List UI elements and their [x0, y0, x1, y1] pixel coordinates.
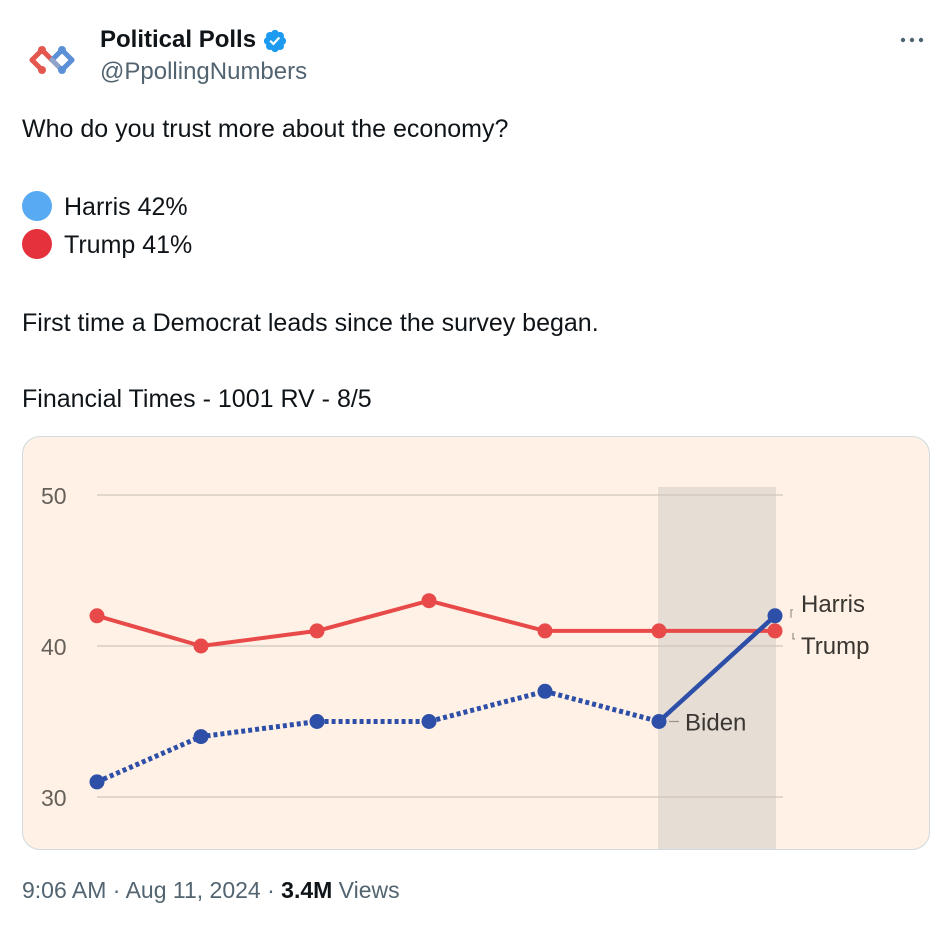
biden-series-label: Biden	[685, 710, 746, 737]
chart-image[interactable]: 50 40 30 Harris Trump Biden	[22, 436, 930, 850]
tweet-text-question: Who do you trust more about the economy?	[22, 115, 509, 143]
tweet-date[interactable]: Aug 11, 2024	[125, 877, 261, 903]
harris-result: Harris 42%	[64, 193, 188, 221]
tweet-footer: 9:06 AM · Aug 11, 2024 · 3.4M Views	[22, 874, 400, 906]
harris-point	[767, 608, 783, 624]
political-polls-logo-icon	[29, 46, 75, 74]
biden-point	[309, 714, 325, 729]
views-count[interactable]: 3.4M	[281, 877, 333, 903]
trump-point	[421, 593, 437, 609]
trump-point	[651, 623, 667, 639]
biden-point	[89, 774, 105, 790]
verified-badge-icon	[263, 29, 287, 53]
biden-series-line	[96, 688, 660, 785]
tweet-text-first-time: First time a Democrat leads since the su…	[22, 309, 599, 337]
trump-series-label: Trump	[801, 633, 869, 660]
biden-point	[193, 729, 209, 745]
more-options-icon[interactable]	[898, 28, 926, 52]
tweet-text-source: Financial Times - 1001 RV - 8/5	[22, 385, 372, 413]
line-chart: 50 40 30 Harris Trump Biden	[41, 483, 869, 849]
biden-point	[651, 714, 667, 729]
tweet-text-trump: Trump 41%	[22, 228, 192, 262]
trump-point	[767, 623, 783, 639]
author-handle[interactable]: @PpollingNumbers	[100, 58, 308, 85]
trump-point	[309, 623, 325, 639]
y-tick-label: 50	[41, 483, 67, 509]
trump-label-tick	[792, 632, 795, 640]
tweet-text-harris: Harris 42%	[22, 190, 188, 224]
footer-separator: ·	[260, 877, 282, 903]
tweet-time[interactable]: 9:06 AM	[22, 877, 107, 903]
harris-label-tick	[790, 609, 793, 618]
footer-separator: ·	[106, 877, 126, 903]
views-label: Views	[332, 877, 400, 903]
blue-circle-emoji-icon	[22, 191, 52, 222]
biden-point	[421, 714, 437, 729]
y-tick-label: 40	[41, 634, 67, 660]
harris-series-line	[656, 613, 778, 724]
trump-result: Trump 41%	[64, 231, 193, 259]
red-circle-emoji-icon	[22, 229, 52, 260]
trump-point	[89, 608, 105, 624]
trump-point	[537, 623, 553, 639]
harris-series-label: Harris	[801, 591, 865, 618]
author-name[interactable]: Political Polls	[100, 26, 257, 53]
avatar[interactable]	[22, 26, 86, 90]
y-tick-label: 30	[41, 785, 67, 811]
trump-point	[193, 638, 209, 654]
biden-point	[537, 683, 553, 699]
